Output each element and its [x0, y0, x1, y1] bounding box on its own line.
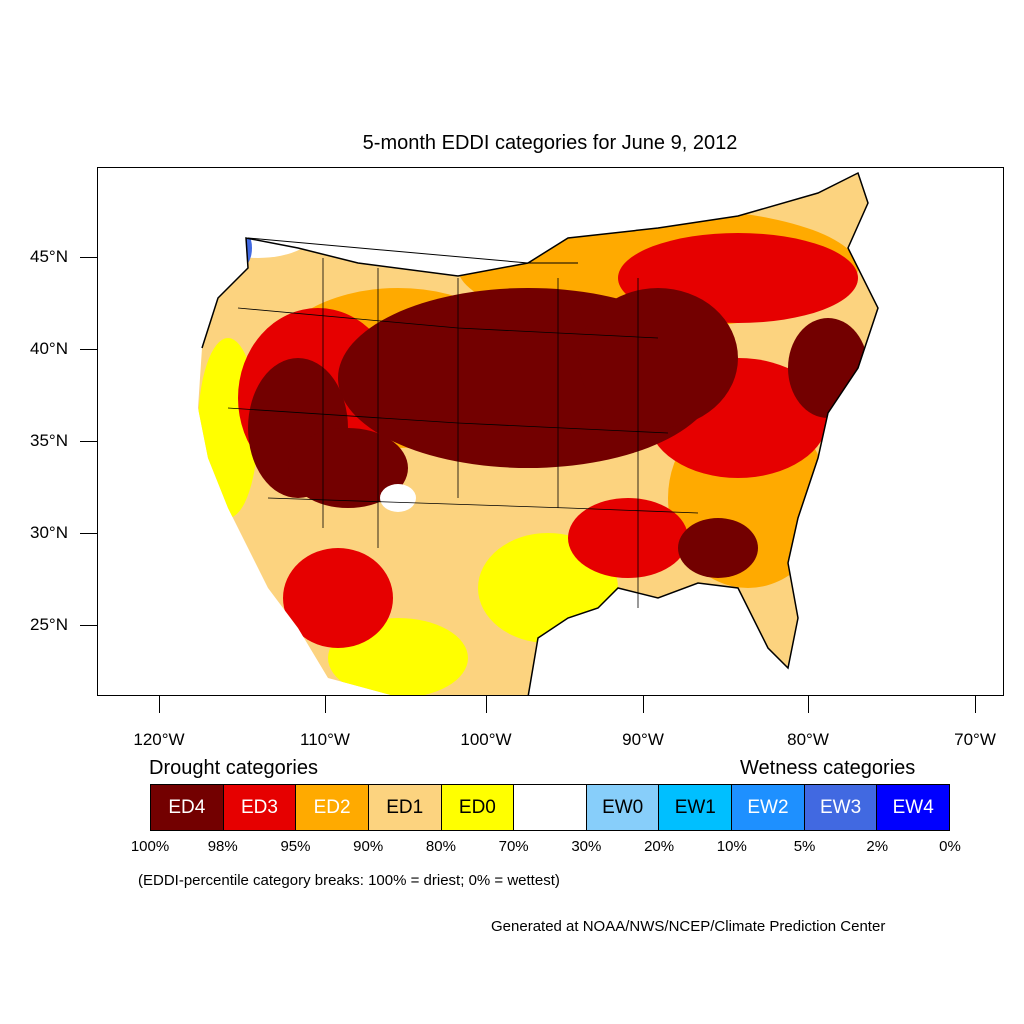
- lon-tick: [486, 696, 487, 713]
- credit-line: Generated at NOAA/NWS/NCEP/Climate Predi…: [491, 918, 886, 935]
- lat-tick: [80, 257, 97, 258]
- lat-tick: [80, 533, 97, 534]
- percentile-label: 30%: [571, 838, 602, 855]
- state-borders: [227, 258, 699, 608]
- lat-label-40: 40°N: [30, 339, 68, 358]
- percentile-label: 0%: [939, 838, 961, 855]
- percentile-label: 90%: [353, 838, 384, 855]
- drought-shading: [198, 173, 878, 695]
- wetness-heading: Wetness categories: [740, 757, 916, 779]
- lon-label-120: 120°W: [133, 730, 185, 749]
- category-box-ed2: ED2: [296, 785, 369, 830]
- lon-label-70: 70°W: [954, 730, 996, 749]
- lon-tick: [975, 696, 976, 713]
- eddi-map-canvas: [198, 171, 879, 695]
- lat-label-45: 45°N: [30, 247, 68, 266]
- percentile-label: 95%: [280, 838, 311, 855]
- lat-tick: [80, 349, 97, 350]
- lat-tick: [80, 625, 97, 626]
- percentile-label: 20%: [644, 838, 675, 855]
- lat-label-30: 30°N: [30, 523, 68, 542]
- category-box-ew4: EW4: [877, 785, 950, 830]
- category-box-ed4: ED4: [151, 785, 224, 830]
- lon-label-90: 90°W: [622, 730, 664, 749]
- lat-tick: [80, 441, 97, 442]
- drought-heading: Drought categories: [149, 757, 318, 779]
- category-box-ew0: EW0: [586, 785, 660, 830]
- eddi-map: [97, 167, 1004, 696]
- category-box-ed0: ED0: [441, 785, 515, 830]
- lat-label-25: 25°N: [30, 615, 68, 634]
- percentile-label: 100%: [130, 838, 170, 855]
- category-box-ew1: EW1: [659, 785, 733, 830]
- category-box-ed1: ED1: [368, 785, 442, 830]
- category-note: (EDDI-percentile category breaks: 100% =…: [138, 872, 560, 889]
- category-box-normal: [514, 785, 587, 830]
- lon-label-100: 100°W: [460, 730, 512, 749]
- lat-label-35: 35°N: [30, 431, 68, 450]
- percentile-label: 2%: [866, 838, 889, 855]
- percentile-label: 98%: [207, 838, 238, 855]
- lon-label-110: 110°W: [300, 730, 350, 749]
- lon-tick: [808, 696, 809, 713]
- lon-tick: [325, 696, 326, 713]
- category-colorbar: ED4 ED3 ED2 ED1 ED0 EW0 EW1 EW2 EW3 EW4: [150, 784, 950, 831]
- map-title: 5-month EDDI categories for June 9, 2012: [362, 132, 738, 154]
- percentile-label: 10%: [716, 838, 747, 855]
- lon-label-80: 80°W: [787, 730, 829, 749]
- category-box-ed3: ED3: [223, 785, 297, 830]
- percentile-label: 80%: [425, 838, 456, 855]
- category-box-ew2: EW2: [732, 785, 805, 830]
- percentile-label: 70%: [498, 838, 529, 855]
- lon-tick: [643, 696, 644, 713]
- percentile-label: 5%: [793, 838, 816, 855]
- category-box-ew3: EW3: [804, 785, 878, 830]
- lon-tick: [159, 696, 160, 713]
